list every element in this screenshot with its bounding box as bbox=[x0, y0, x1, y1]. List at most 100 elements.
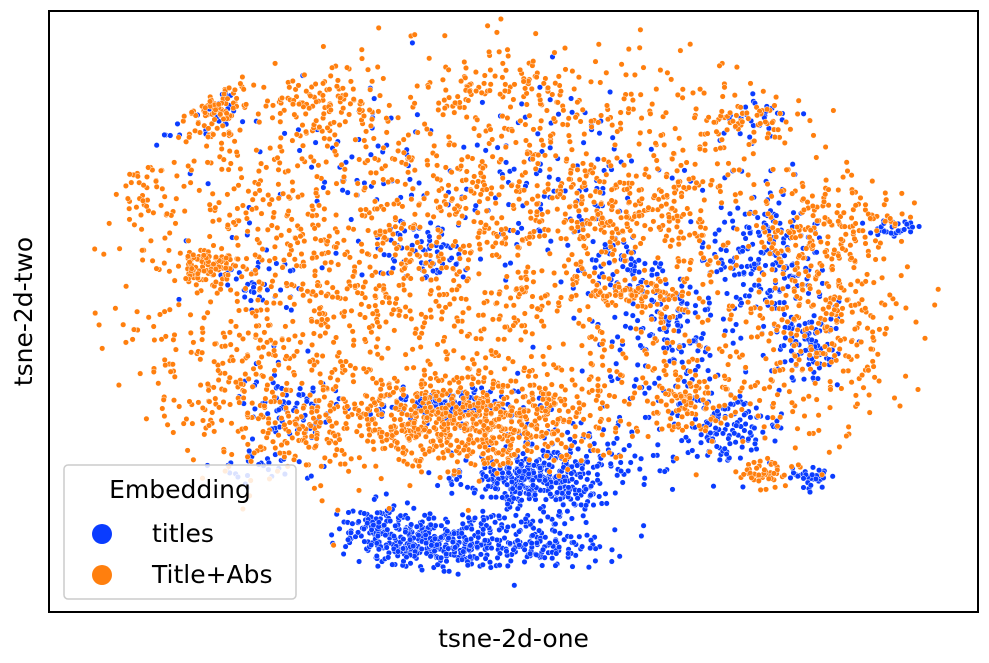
data-point bbox=[464, 390, 471, 397]
data-point bbox=[365, 303, 372, 310]
data-point bbox=[212, 266, 219, 273]
data-point bbox=[363, 128, 370, 135]
data-point bbox=[550, 361, 557, 368]
data-point bbox=[479, 561, 486, 568]
data-point bbox=[482, 444, 489, 451]
data-point bbox=[503, 273, 510, 280]
data-point bbox=[859, 220, 866, 227]
data-point bbox=[211, 358, 218, 365]
data-point bbox=[241, 293, 248, 301]
data-point bbox=[679, 147, 686, 154]
data-point bbox=[453, 437, 460, 444]
data-point bbox=[626, 152, 633, 159]
data-point bbox=[641, 481, 648, 488]
data-point bbox=[533, 425, 540, 432]
data-point bbox=[283, 380, 290, 387]
data-point bbox=[830, 107, 837, 114]
data-point bbox=[330, 119, 337, 126]
data-point bbox=[351, 268, 358, 275]
data-point bbox=[367, 122, 374, 129]
data-point bbox=[713, 268, 720, 275]
data-point bbox=[200, 252, 207, 259]
data-point bbox=[340, 550, 347, 558]
data-point bbox=[358, 46, 365, 53]
data-point bbox=[402, 528, 409, 536]
data-point bbox=[128, 179, 135, 186]
data-point bbox=[287, 242, 294, 249]
data-point bbox=[255, 110, 262, 118]
data-point bbox=[345, 509, 352, 516]
data-point bbox=[272, 352, 279, 359]
data-point bbox=[578, 438, 585, 445]
data-point bbox=[650, 152, 657, 159]
data-point bbox=[565, 418, 573, 425]
data-point bbox=[431, 424, 438, 431]
data-point bbox=[427, 130, 434, 137]
data-point bbox=[589, 278, 597, 285]
data-point bbox=[475, 529, 482, 536]
data-point bbox=[573, 261, 580, 268]
data-point bbox=[480, 526, 487, 533]
data-point bbox=[482, 147, 489, 154]
data-point bbox=[378, 475, 385, 482]
data-point bbox=[600, 261, 607, 268]
data-point bbox=[161, 260, 168, 267]
data-point bbox=[771, 437, 779, 445]
data-point bbox=[405, 420, 412, 428]
data-point bbox=[272, 292, 279, 299]
data-point bbox=[481, 80, 488, 87]
data-point bbox=[285, 336, 292, 343]
data-point bbox=[519, 236, 526, 243]
data-point bbox=[234, 205, 241, 212]
data-point bbox=[391, 327, 398, 334]
data-point bbox=[279, 264, 286, 271]
data-point bbox=[552, 520, 559, 528]
data-point bbox=[385, 178, 392, 186]
data-point bbox=[611, 314, 618, 321]
data-point bbox=[537, 464, 544, 472]
data-point bbox=[740, 269, 747, 276]
data-point bbox=[275, 181, 282, 188]
data-point bbox=[487, 369, 494, 376]
data-point bbox=[274, 224, 281, 231]
data-point bbox=[724, 126, 731, 133]
data-point bbox=[654, 441, 661, 448]
data-point bbox=[239, 202, 246, 209]
data-point bbox=[414, 393, 421, 400]
data-point bbox=[479, 493, 486, 500]
data-point bbox=[640, 522, 647, 529]
data-point bbox=[161, 413, 168, 420]
data-point bbox=[710, 119, 718, 126]
data-point bbox=[590, 238, 597, 245]
data-point bbox=[395, 312, 403, 319]
data-point bbox=[401, 405, 408, 412]
data-point bbox=[299, 331, 306, 338]
data-point bbox=[460, 354, 467, 361]
data-point bbox=[357, 206, 364, 213]
data-point bbox=[329, 64, 336, 71]
data-point bbox=[374, 205, 381, 212]
data-point bbox=[881, 228, 888, 235]
data-point bbox=[613, 360, 620, 367]
data-point bbox=[366, 324, 373, 331]
data-point bbox=[277, 134, 284, 141]
data-point bbox=[123, 283, 130, 290]
data-point bbox=[131, 221, 138, 228]
data-point bbox=[501, 336, 508, 343]
data-point bbox=[722, 276, 729, 283]
data-point bbox=[536, 218, 543, 225]
data-point bbox=[332, 452, 339, 459]
data-point bbox=[493, 220, 500, 227]
data-point bbox=[252, 251, 259, 259]
data-point bbox=[253, 322, 260, 330]
data-point bbox=[443, 558, 450, 565]
data-point bbox=[781, 311, 788, 318]
data-point bbox=[418, 545, 425, 553]
data-point bbox=[536, 233, 543, 240]
data-point bbox=[520, 450, 527, 457]
data-point bbox=[638, 532, 645, 540]
data-point bbox=[454, 318, 462, 325]
data-point bbox=[474, 544, 481, 551]
data-point bbox=[285, 167, 292, 174]
data-point bbox=[502, 262, 509, 269]
